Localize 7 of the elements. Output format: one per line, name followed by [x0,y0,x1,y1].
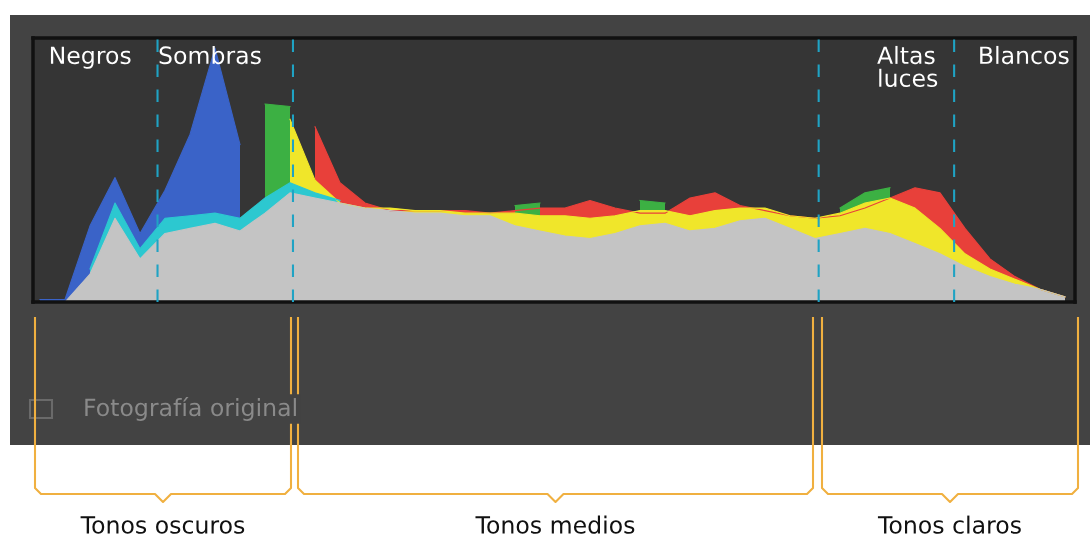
annotation: Altas luces [877,45,938,88]
annotation: Blancos [980,45,1069,65]
text: Tonos oscuros [80,516,245,534]
text: Tonos medios [475,515,635,534]
text: Tonos claros [877,515,1021,534]
text: Fotografía original [85,397,296,421]
annotation: Negros [50,46,131,69]
